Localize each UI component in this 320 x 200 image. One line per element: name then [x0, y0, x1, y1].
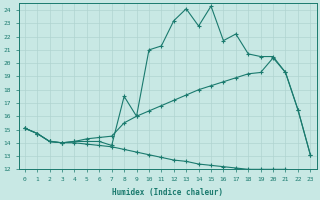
X-axis label: Humidex (Indice chaleur): Humidex (Indice chaleur) — [112, 188, 223, 197]
